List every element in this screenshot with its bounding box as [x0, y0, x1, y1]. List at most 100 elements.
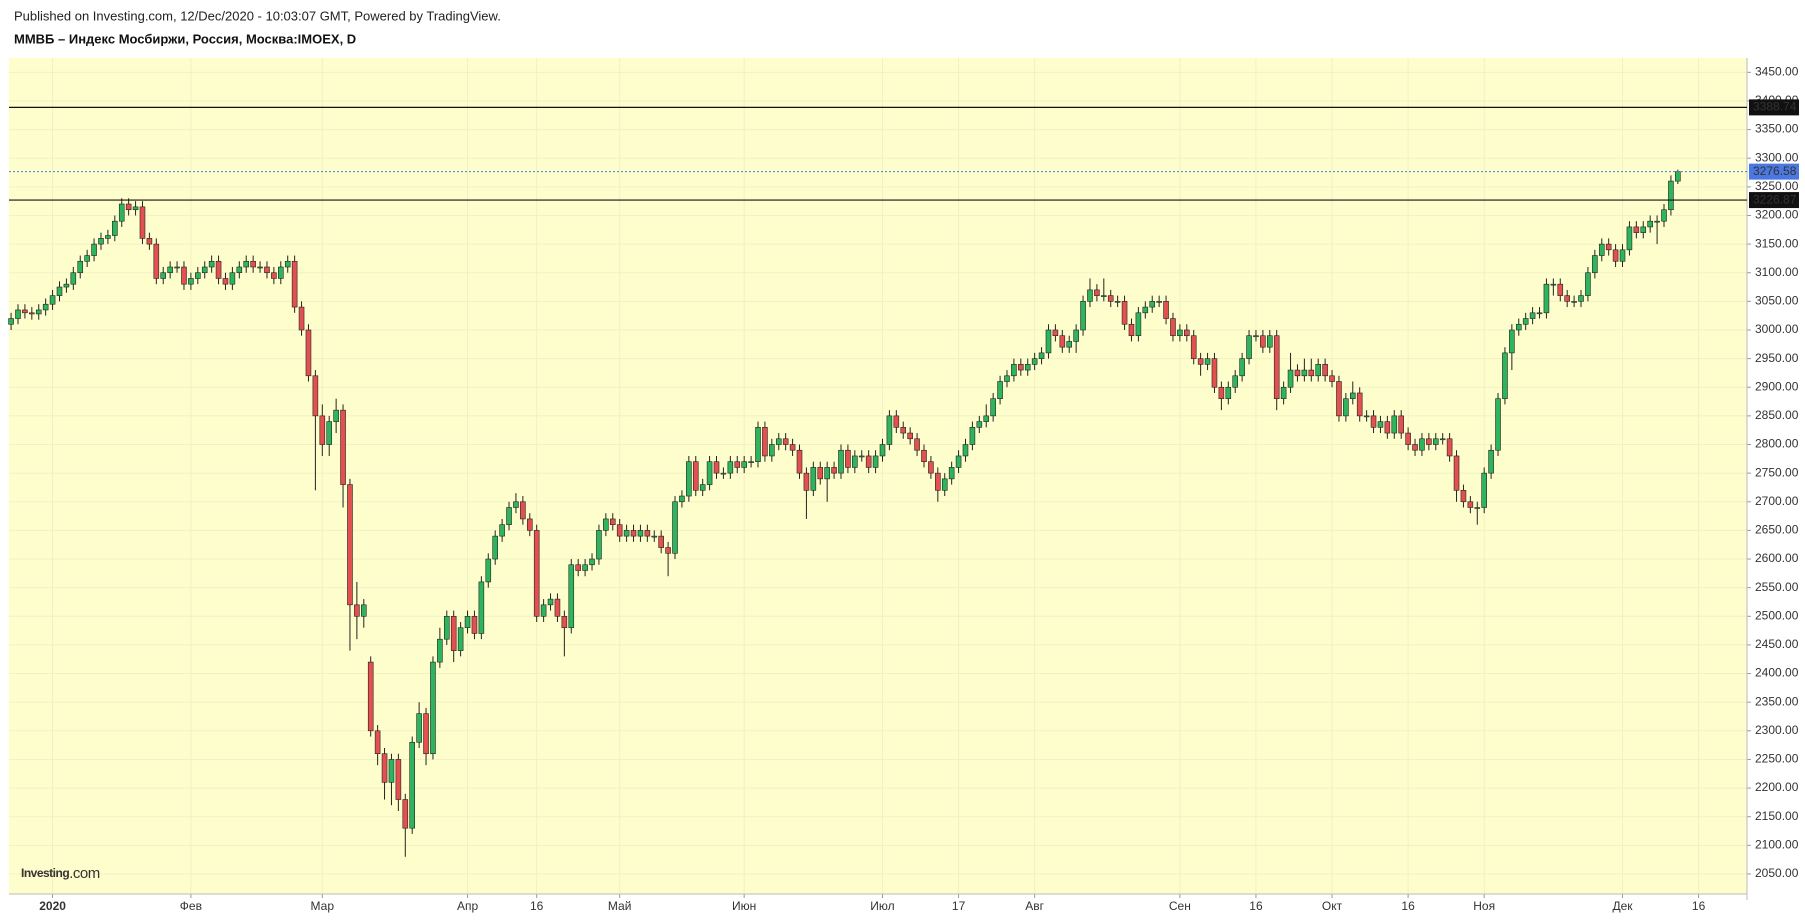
candle-body — [1529, 312, 1536, 319]
candle-body — [1267, 335, 1273, 348]
candle-body — [1101, 295, 1107, 297]
candle-body — [935, 472, 941, 491]
candle-body — [1626, 226, 1633, 251]
candle-body — [1370, 415, 1377, 428]
candle-body — [1197, 358, 1204, 365]
candle-body — [201, 266, 208, 274]
candle-body — [222, 278, 229, 285]
candle-body — [838, 449, 844, 474]
last-price-label: 3276.58 — [1753, 164, 1797, 178]
candle-body — [962, 444, 969, 457]
candle-body — [409, 741, 415, 829]
last-price-label-bg — [1749, 163, 1799, 180]
x-tick-label: 2020 — [39, 899, 66, 913]
candle-body — [810, 467, 817, 491]
candle-body — [42, 303, 49, 311]
candle-body — [1114, 301, 1121, 303]
candle-body — [291, 260, 298, 308]
candle-body — [928, 461, 934, 474]
x-tick-label: 16 — [1401, 899, 1415, 913]
candle-body — [1301, 369, 1308, 377]
candle-body — [264, 266, 270, 274]
candle-body — [914, 438, 920, 451]
candle-body — [1135, 312, 1142, 337]
candle-body — [243, 260, 250, 268]
logo-suffix: .com — [69, 865, 100, 882]
candle-body — [907, 432, 913, 440]
candle-body — [644, 530, 651, 537]
candle-body — [1640, 226, 1647, 233]
candle-body — [665, 547, 671, 554]
candle-body — [1059, 335, 1066, 348]
candle-body — [506, 507, 512, 525]
y-tick-label: 2750.00 — [1755, 465, 1799, 479]
candle-body — [575, 564, 581, 571]
candle-body — [1675, 171, 1681, 182]
candle-body — [1571, 301, 1577, 303]
candle-body — [686, 461, 692, 497]
candle-body — [1322, 364, 1328, 377]
candle-body — [1619, 249, 1626, 262]
candle-body — [56, 286, 63, 296]
candle-body — [1343, 398, 1349, 417]
candle-body — [70, 272, 77, 285]
x-tick-label: Авг — [1025, 899, 1044, 913]
y-tick-label: 3450.00 — [1755, 64, 1799, 78]
candle-body — [215, 260, 222, 279]
candle-body — [1052, 329, 1059, 337]
candle-body — [858, 455, 865, 458]
candle-body — [1190, 335, 1197, 359]
candle-body — [1522, 318, 1529, 325]
candle-body — [153, 243, 160, 279]
candle-body — [1329, 375, 1335, 382]
candle-body — [167, 266, 173, 274]
candle-body — [1308, 369, 1315, 377]
candle-body — [15, 309, 21, 319]
candle-body — [1398, 415, 1404, 434]
candle-body — [720, 472, 727, 475]
candle-body — [1156, 301, 1162, 303]
candle-body — [112, 220, 118, 236]
candle-body — [983, 415, 990, 422]
level-label-bg — [1749, 192, 1799, 209]
candle-body — [1094, 289, 1100, 296]
x-tick-label: Ноя — [1473, 899, 1495, 913]
candle-body — [278, 266, 284, 279]
candle-body — [616, 524, 623, 537]
candle-body — [450, 615, 457, 651]
candle-body — [381, 753, 388, 783]
y-tick-label: 2650.00 — [1755, 523, 1799, 537]
candle-body — [340, 409, 346, 485]
candle-body — [1024, 364, 1031, 371]
candle-body — [1668, 180, 1674, 211]
y-tick-label: 2200.00 — [1755, 780, 1799, 794]
candle-body — [49, 295, 56, 305]
candle-body — [1550, 283, 1557, 286]
published-note: Published on Investing.com, 12/Dec/2020 … — [14, 8, 501, 23]
candle-body — [125, 203, 132, 211]
candle-body — [1412, 444, 1418, 451]
candle-body — [1377, 421, 1384, 428]
candle-body — [423, 713, 429, 755]
candle-body — [852, 455, 858, 468]
y-tick-label: 2300.00 — [1755, 723, 1799, 737]
y-tick-label: 2450.00 — [1755, 637, 1799, 651]
candle-body — [22, 309, 28, 314]
candle-body — [1495, 398, 1501, 451]
candle-body — [997, 381, 1003, 399]
candle-body — [679, 495, 685, 503]
candle-body — [1294, 369, 1301, 377]
candle-body — [98, 238, 104, 245]
candle-body — [312, 375, 319, 417]
candle-body — [395, 759, 402, 800]
candle-body — [796, 449, 803, 474]
candle-body — [146, 238, 153, 245]
y-tick-label: 3150.00 — [1755, 236, 1799, 250]
y-tick-label: 2900.00 — [1755, 379, 1799, 393]
candle-body — [457, 627, 464, 651]
candle-body — [872, 455, 879, 468]
candle-body — [118, 203, 125, 222]
level-label-bg — [1749, 99, 1799, 116]
